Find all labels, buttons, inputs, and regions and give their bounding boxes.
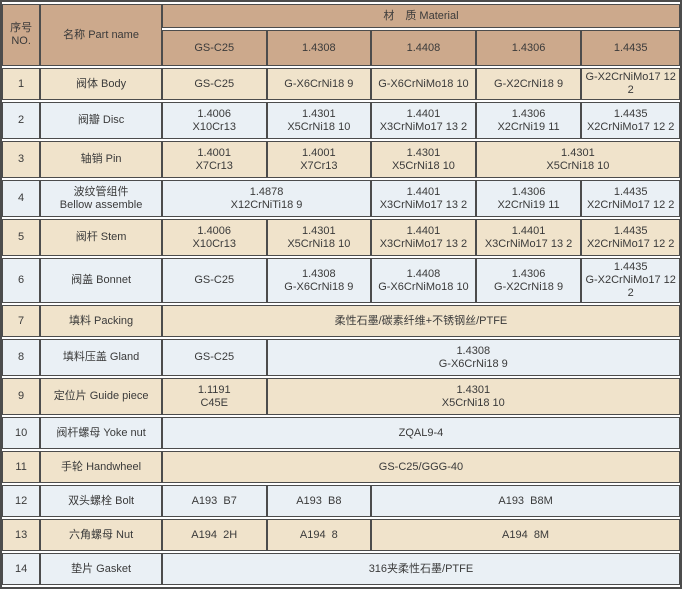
- material-cell: 1.4306 G-X2CrNi18 9: [475, 258, 582, 303]
- row-number-cell: 10: [2, 417, 41, 449]
- row-number-cell: 12: [2, 485, 41, 517]
- row-number-cell: 8: [2, 339, 41, 376]
- table-row: 8 填料压盖 Gland GS-C25 1.4308 G-X6CrNi18 9: [2, 339, 680, 376]
- part-name-cell: 填料压盖 Gland: [40, 339, 162, 376]
- material-cell: 1.4001 X7Cr13: [266, 141, 372, 178]
- material-cell: A193 B8M: [371, 485, 680, 517]
- material-cell: 1.1191 C45E: [161, 378, 267, 415]
- col-header-no: 序号NO.: [2, 4, 41, 66]
- header-row-grades: GS-C25 1.4308 1.4408 1.4306 1.4435: [2, 30, 680, 66]
- table-row: 3 轴销 Pin 1.4001 X7Cr13 1.4001 X7Cr13 1.4301 …: [2, 141, 680, 178]
- material-cell: 1.4401 X3CrNiMo17 13 2: [475, 219, 582, 256]
- part-name-cell: 阀瓣 Disc: [40, 102, 162, 139]
- material-cell: 1.4006 X10Cr13: [161, 219, 267, 256]
- material-cell: 1.4435 G-X2CrNiMo17 12 2: [581, 258, 680, 303]
- material-cell: ZQAL9-4: [161, 417, 680, 449]
- row-number-cell: 14: [2, 553, 41, 585]
- material-cell: 1.4401 X3CrNiMo17 13 2: [371, 219, 476, 256]
- table-row: 13 六角螺母 Nut A194 2H A194 8 A194 8M: [2, 519, 680, 551]
- material-cell: GS-C25: [161, 258, 267, 303]
- row-number-cell: 9: [2, 378, 41, 415]
- table-row: 6 阀盖 Bonnet GS-C25 1.4308 G-X6CrNi18 9 1.440…: [2, 258, 680, 303]
- table-row: 10 阀杆螺母 Yoke nut ZQAL9-4: [2, 417, 680, 449]
- material-cell: 1.4301 X5CrNi18 10: [266, 102, 372, 139]
- material-cell: GS-C25/GGG-40: [161, 451, 680, 483]
- material-cell: 1.4001 X7Cr13: [161, 141, 267, 178]
- col-header-grade: 1.4435: [581, 30, 680, 66]
- row-number-cell: 6: [2, 258, 41, 303]
- material-cell: A194 8M: [371, 519, 680, 551]
- part-name-cell: 阀盖 Bonnet: [40, 258, 162, 303]
- material-cell: 1.4878 X12CrNiTi18 9: [161, 180, 372, 217]
- material-cell: G-X6CrNiMo18 10: [371, 68, 476, 100]
- material-cell: 1.4301 X5CrNi18 10: [266, 219, 372, 256]
- table-row: 4 波纹管组件 Bellow assemble 1.4878 X12CrNiTi18…: [2, 180, 680, 217]
- part-name-cell: 阀体 Body: [40, 68, 162, 100]
- part-name-cell: 六角螺母 Nut: [40, 519, 162, 551]
- part-name-cell: 阀杆螺母 Yoke nut: [40, 417, 162, 449]
- row-number-cell: 2: [2, 102, 41, 139]
- row-number-cell: 7: [2, 305, 41, 337]
- material-cell: 1.4401 X3CrNiMo17 13 2: [371, 102, 476, 139]
- part-name-cell: 双头螺栓 Bolt: [40, 485, 162, 517]
- col-header-grade: 1.4408: [371, 30, 476, 66]
- material-cell: GS-C25: [161, 339, 267, 376]
- table-row: 14 垫片 Gasket 316夹柔性石墨/PTFE: [2, 553, 680, 585]
- row-number-cell: 1: [2, 68, 41, 100]
- table-row: 12 双头螺栓 Bolt A193 B7 A193 B8 A193 B8M: [2, 485, 680, 517]
- col-header-grade: 1.4306: [475, 30, 582, 66]
- material-cell: 1.4306 X2CrNi19 11: [475, 180, 582, 217]
- header-row-main: 序号NO. 名称 Part name 材 质 Material: [2, 4, 680, 66]
- col-header-grade: 1.4308: [266, 30, 372, 66]
- table-row: 2 阀瓣 Disc 1.4006 X10Cr13 1.4301 X5CrNi18 10…: [2, 102, 680, 139]
- material-cell: 1.4306 X2CrNi19 11: [475, 102, 582, 139]
- material-cell: G-X2CrNi18 9: [475, 68, 582, 100]
- table-row: 11 手轮 Handwheel GS-C25/GGG-40: [2, 451, 680, 483]
- material-cell: 1.4301 X5CrNi18 10: [475, 141, 680, 178]
- table-row: 9 定位片 Guide piece 1.1191 C45E 1.4301 X5CrNi…: [2, 378, 680, 415]
- part-name-cell: 填料 Packing: [40, 305, 162, 337]
- row-number-cell: 13: [2, 519, 41, 551]
- material-cell: 柔性石墨/碳素纤维+不锈钢丝/PTFE: [161, 305, 680, 337]
- material-cell: 1.4435 X2CrNiMo17 12 2: [581, 102, 680, 139]
- row-number-cell: 5: [2, 219, 41, 256]
- material-cell: 1.4401 X3CrNiMo17 13 2: [371, 180, 476, 217]
- part-name-cell: 定位片 Guide piece: [40, 378, 162, 415]
- material-cell: G-X2CrNiMo17 12 2: [581, 68, 680, 100]
- table-row: 5 阀杆 Stem 1.4006 X10Cr13 1.4301 X5CrNi18 10…: [2, 219, 680, 256]
- part-name-cell: 轴销 Pin: [40, 141, 162, 178]
- material-cell: 1.4435 X2CrNiMo17 12 2: [581, 219, 680, 256]
- part-name-cell: 手轮 Handwheel: [40, 451, 162, 483]
- row-number-cell: 11: [2, 451, 41, 483]
- material-cell: 316夹柔性石墨/PTFE: [161, 553, 680, 585]
- material-cell: 1.4006 X10Cr13: [161, 102, 267, 139]
- part-name-cell: 垫片 Gasket: [40, 553, 162, 585]
- row-number-cell: 4: [2, 180, 41, 217]
- table-row: 7 填料 Packing 柔性石墨/碳素纤维+不锈钢丝/PTFE: [2, 305, 680, 337]
- material-cell: 1.4435 X2CrNiMo17 12 2: [581, 180, 680, 217]
- material-cell: 1.4301 X5CrNi18 10: [371, 141, 476, 178]
- material-cell: 1.4308 G-X6CrNi18 9: [266, 258, 372, 303]
- material-cell: 1.4308 G-X6CrNi18 9: [266, 339, 680, 376]
- row-number-cell: 3: [2, 141, 41, 178]
- part-name-cell: 阀杆 Stem: [40, 219, 162, 256]
- col-header-material: 材 质 Material: [161, 4, 680, 28]
- material-cell: G-X6CrNi18 9: [266, 68, 372, 100]
- material-cell: A194 2H: [161, 519, 267, 551]
- material-cell: 1.4408 G-X6CrNiMo18 10: [371, 258, 476, 303]
- material-cell: A193 B8: [266, 485, 372, 517]
- col-header-part-name: 名称 Part name: [40, 4, 162, 66]
- part-name-cell: 波纹管组件 Bellow assemble: [40, 180, 162, 217]
- col-header-grade: GS-C25: [161, 30, 267, 66]
- table-row: 1 阀体 Body GS-C25 G-X6CrNi18 9 G-X6CrNiMo18 1…: [2, 68, 680, 100]
- material-cell: A193 B7: [161, 485, 267, 517]
- material-cell: GS-C25: [161, 68, 267, 100]
- material-cell: 1.4301 X5CrNi18 10: [266, 378, 680, 415]
- material-cell: A194 8: [266, 519, 372, 551]
